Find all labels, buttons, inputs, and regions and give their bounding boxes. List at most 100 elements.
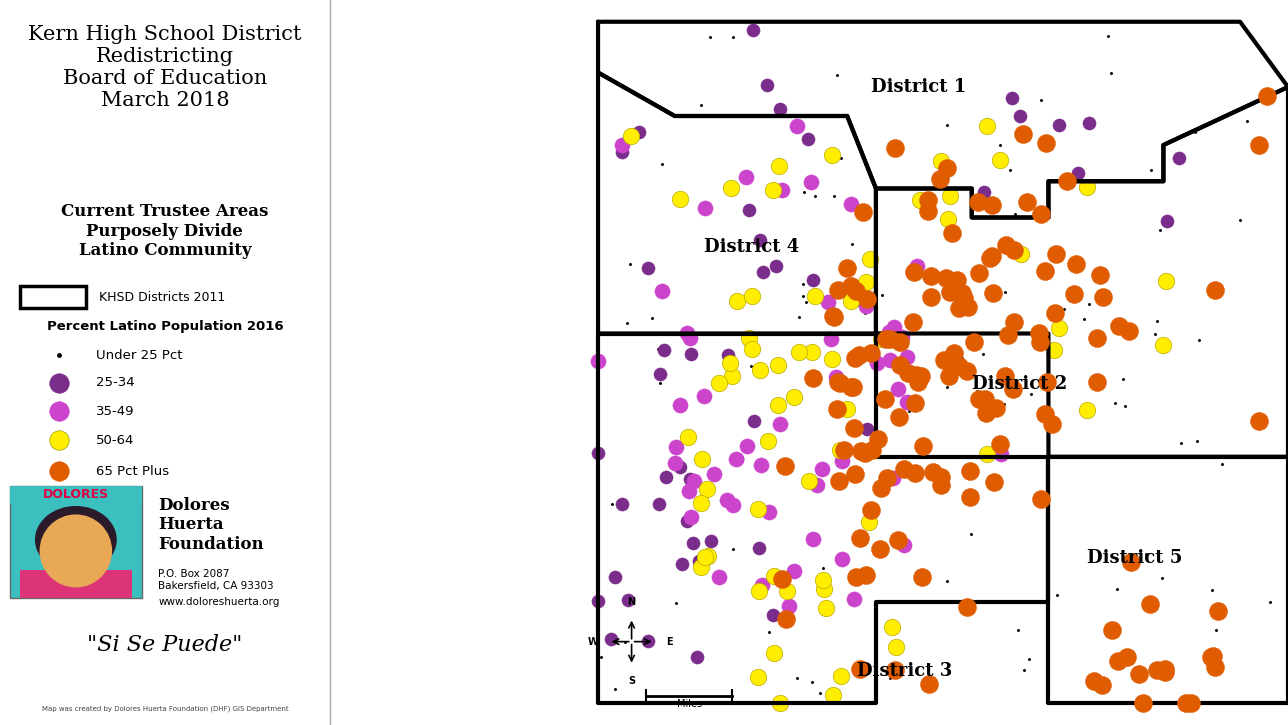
Point [994, 398, 1015, 410]
Point [990, 154, 1011, 165]
Point [1087, 376, 1108, 388]
Point [649, 377, 670, 389]
Point [844, 422, 864, 434]
Point [787, 120, 808, 132]
Point [1009, 624, 1029, 635]
Point [757, 435, 778, 447]
Point [605, 683, 626, 695]
Point [984, 476, 1005, 488]
Point [1048, 120, 1069, 131]
Point [954, 292, 975, 304]
Point [827, 69, 848, 80]
Point [952, 287, 972, 299]
Point [880, 672, 900, 684]
Point [938, 213, 958, 225]
Point [1189, 334, 1209, 346]
Point [652, 158, 672, 170]
Point [739, 333, 760, 344]
Point [792, 278, 813, 289]
Point [703, 468, 724, 480]
Point [827, 403, 848, 415]
Text: Under 25 Pct: Under 25 Pct [95, 349, 182, 362]
Point [1150, 225, 1171, 236]
Point [1118, 325, 1139, 336]
Point [893, 331, 913, 343]
Point [967, 385, 988, 397]
Point [1092, 679, 1113, 691]
Point [936, 381, 957, 392]
Point [958, 302, 979, 313]
Point [972, 348, 993, 360]
Point [1105, 397, 1126, 409]
Point [750, 234, 770, 246]
Point [871, 482, 891, 494]
Text: N: N [627, 597, 636, 607]
Point [666, 441, 687, 452]
Point [990, 448, 1011, 460]
Point [890, 336, 911, 348]
Point [1068, 167, 1088, 178]
Point [979, 252, 999, 264]
Point [1030, 336, 1051, 347]
Point [989, 139, 1010, 151]
Point [846, 285, 867, 297]
Point [612, 146, 632, 158]
Point [679, 485, 699, 497]
Point [638, 634, 658, 646]
Point [638, 262, 658, 274]
Point [1181, 697, 1202, 709]
Point [867, 357, 887, 369]
Point [1097, 30, 1118, 42]
Point [1136, 548, 1157, 560]
Point [896, 396, 917, 407]
Point [909, 194, 930, 206]
Point [604, 571, 625, 582]
Point [957, 601, 978, 613]
Point [1146, 664, 1167, 676]
Point [943, 227, 963, 239]
Point [719, 349, 739, 361]
Point [751, 579, 772, 590]
Text: Map was created by Dolores Huerta Foundation (DHF) GIS Department: Map was created by Dolores Huerta Founda… [41, 705, 289, 712]
Point [1010, 110, 1030, 122]
Ellipse shape [35, 506, 117, 573]
Point [867, 434, 887, 445]
Point [717, 494, 738, 506]
Point [1065, 257, 1086, 269]
Point [1117, 652, 1137, 663]
Point [1092, 291, 1113, 302]
Point [665, 457, 685, 468]
Point [793, 186, 814, 198]
Point [857, 568, 877, 580]
Point [677, 431, 698, 443]
Point [831, 444, 851, 456]
Point [773, 573, 793, 585]
Point [832, 455, 853, 467]
Point [690, 99, 711, 111]
Point [670, 461, 690, 473]
Point [842, 381, 863, 393]
Point [723, 500, 743, 511]
Point [735, 171, 756, 183]
Point [841, 296, 862, 307]
Point [884, 472, 904, 484]
Point [1204, 284, 1225, 296]
Text: Dolores
Huerta
Foundation: Dolores Huerta Foundation [158, 497, 264, 553]
Point [684, 476, 705, 487]
Point [832, 553, 853, 565]
Point [823, 190, 844, 202]
Point [855, 276, 876, 288]
Point [683, 537, 703, 549]
Text: District 4: District 4 [703, 238, 799, 255]
Point [1130, 668, 1150, 680]
Point [987, 402, 1007, 413]
Point [774, 460, 795, 472]
Point [677, 515, 698, 527]
Point [1036, 265, 1056, 277]
Bar [19, 286, 86, 308]
Point [1249, 415, 1270, 426]
Point [777, 586, 797, 597]
Point [802, 372, 823, 384]
Point [726, 295, 747, 307]
Point [997, 449, 1018, 460]
